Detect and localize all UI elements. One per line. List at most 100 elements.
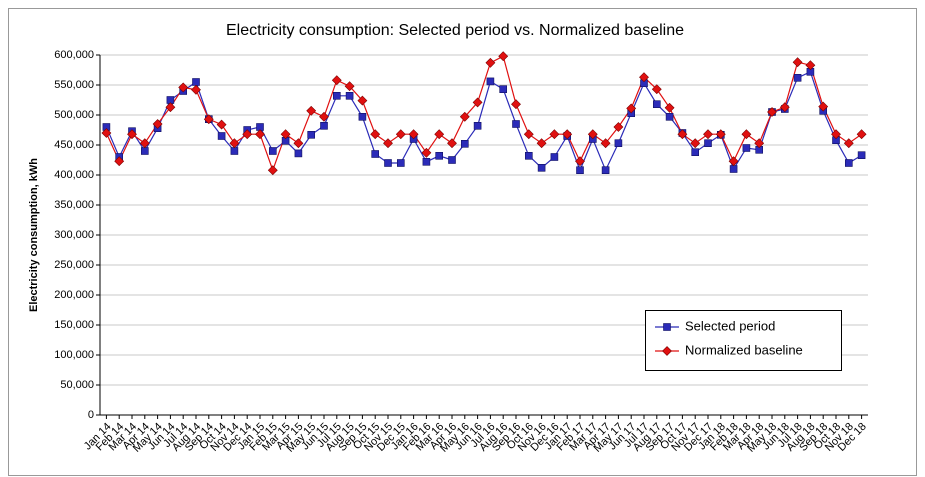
point bbox=[844, 159, 853, 167]
legend-label: Selected period bbox=[685, 318, 775, 333]
point bbox=[331, 75, 342, 86]
point bbox=[383, 138, 393, 149]
point bbox=[512, 120, 520, 128]
point bbox=[371, 150, 380, 158]
point bbox=[307, 131, 316, 139]
point bbox=[587, 129, 598, 140]
point bbox=[562, 129, 573, 140]
point bbox=[396, 159, 405, 167]
point bbox=[370, 129, 381, 140]
point bbox=[831, 129, 841, 140]
point bbox=[114, 156, 125, 167]
point bbox=[152, 119, 163, 129]
point bbox=[639, 72, 649, 83]
point bbox=[715, 129, 726, 140]
point bbox=[793, 74, 802, 82]
point bbox=[665, 113, 674, 121]
point bbox=[191, 84, 201, 95]
y-tick-label: 50,000 bbox=[60, 379, 94, 391]
point bbox=[664, 102, 675, 113]
point bbox=[511, 99, 521, 110]
point bbox=[805, 60, 816, 71]
point bbox=[485, 57, 496, 68]
y-tick-label: 250,000 bbox=[54, 259, 94, 271]
series-line bbox=[105, 55, 862, 172]
point bbox=[614, 139, 623, 147]
point bbox=[319, 111, 329, 122]
point bbox=[652, 100, 661, 108]
y-tick-label: 200,000 bbox=[54, 289, 94, 301]
point bbox=[549, 129, 560, 140]
point bbox=[729, 165, 738, 173]
point bbox=[141, 147, 149, 155]
point bbox=[358, 113, 367, 121]
point bbox=[255, 129, 265, 140]
y-tick-label: 150,000 bbox=[54, 319, 94, 331]
point bbox=[447, 138, 457, 149]
point bbox=[448, 156, 456, 164]
point bbox=[280, 129, 291, 140]
point bbox=[524, 152, 533, 160]
point bbox=[857, 151, 866, 159]
point bbox=[600, 138, 611, 149]
point bbox=[203, 114, 214, 125]
point bbox=[792, 57, 803, 68]
point bbox=[677, 129, 688, 140]
point bbox=[703, 129, 713, 140]
point bbox=[856, 129, 867, 140]
y-tick-label: 350,000 bbox=[54, 199, 94, 211]
point bbox=[613, 122, 624, 132]
point bbox=[818, 101, 829, 112]
legend-label: Normalized baseline bbox=[685, 342, 803, 357]
point bbox=[741, 129, 752, 140]
point bbox=[486, 77, 495, 86]
point bbox=[139, 138, 150, 149]
point bbox=[601, 166, 610, 174]
point bbox=[460, 140, 469, 148]
point bbox=[754, 138, 765, 149]
point bbox=[691, 148, 700, 156]
y-tick-label: 500,000 bbox=[54, 109, 94, 121]
point bbox=[294, 149, 303, 158]
point bbox=[422, 158, 431, 166]
point bbox=[421, 147, 432, 158]
point bbox=[268, 147, 277, 155]
y-tick-label: 450,000 bbox=[54, 139, 94, 151]
point bbox=[459, 111, 470, 122]
y-tick-label: 0 bbox=[88, 409, 94, 421]
point bbox=[651, 84, 662, 95]
point bbox=[395, 129, 406, 140]
point bbox=[843, 138, 854, 149]
legend-marker bbox=[663, 323, 671, 331]
point bbox=[216, 119, 227, 130]
point bbox=[344, 81, 355, 92]
point bbox=[229, 138, 240, 149]
y-tick-label: 550,000 bbox=[54, 79, 94, 91]
point bbox=[178, 82, 189, 93]
point bbox=[704, 139, 712, 147]
point bbox=[384, 159, 392, 167]
point bbox=[320, 122, 328, 130]
point bbox=[472, 97, 483, 108]
point bbox=[242, 129, 253, 140]
point bbox=[550, 153, 559, 161]
point bbox=[523, 129, 534, 140]
point bbox=[728, 156, 739, 167]
legend-marker bbox=[662, 346, 672, 356]
point bbox=[332, 92, 341, 100]
point bbox=[408, 129, 419, 140]
y-tick-label: 600,000 bbox=[54, 49, 94, 61]
point bbox=[293, 138, 304, 149]
y-tick-label: 100,000 bbox=[54, 349, 94, 361]
point bbox=[127, 129, 137, 140]
point bbox=[435, 152, 444, 160]
point bbox=[575, 156, 585, 167]
point bbox=[499, 85, 508, 93]
y-tick-label: 400,000 bbox=[54, 169, 94, 181]
point bbox=[357, 95, 368, 106]
point bbox=[230, 147, 239, 155]
point bbox=[217, 132, 226, 140]
chart-title: Electricity consumption: Selected period… bbox=[226, 22, 684, 39]
point bbox=[690, 138, 701, 149]
